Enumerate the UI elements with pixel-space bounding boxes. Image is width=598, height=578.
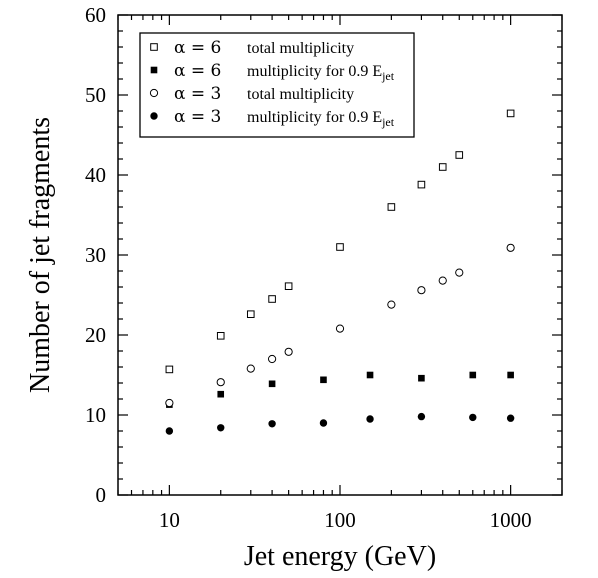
data-point-series-4 xyxy=(217,424,225,432)
y-tick-label: 20 xyxy=(85,323,106,347)
data-point-series-1 xyxy=(336,243,344,251)
data-point-series-3 xyxy=(284,347,293,356)
data-point-series-3 xyxy=(387,300,396,309)
data-point-series-3 xyxy=(216,378,225,387)
y-tick-label: 50 xyxy=(85,83,106,107)
data-point-series-2 xyxy=(418,374,425,382)
y-tick-label: 30 xyxy=(85,243,106,267)
data-point-series-4 xyxy=(319,419,328,427)
legend-label-3: total multiplicity xyxy=(247,86,354,103)
legend-param-3: α = 3 xyxy=(174,84,221,104)
data-point-series-2 xyxy=(320,376,327,384)
legend-label-1: total multiplicity xyxy=(247,40,354,57)
data-point-series-1 xyxy=(268,295,276,303)
legend-label-2: multiplicity for 0.9 Ejet xyxy=(247,63,395,83)
x-tick-label: 100 xyxy=(324,508,356,532)
y-tick-label: 60 xyxy=(85,3,106,27)
data-point-series-4 xyxy=(469,413,477,422)
data-point-series-4 xyxy=(268,420,276,428)
y-tick-label: 40 xyxy=(85,163,106,187)
data-point-series-4 xyxy=(417,412,426,421)
data-point-series-4 xyxy=(366,415,374,423)
legend-label-4: multiplicity for 0.9 Ejet xyxy=(247,109,395,129)
data-point-series-3 xyxy=(335,324,345,333)
legend-marker-2 xyxy=(150,66,158,74)
data-point-series-2 xyxy=(469,371,477,379)
data-point-series-3 xyxy=(165,398,174,408)
legend-box xyxy=(139,32,415,138)
data-point-series-3 xyxy=(455,268,464,277)
data-point-series-1 xyxy=(417,180,426,189)
y-axis-title: Number of jet fragments xyxy=(25,117,56,393)
y-tick-label: 10 xyxy=(85,403,106,427)
data-point-series-3 xyxy=(246,364,255,373)
data-point-series-1 xyxy=(165,365,174,374)
data-point-series-3 xyxy=(417,286,426,295)
legend-subscript: jet xyxy=(381,69,395,83)
legend-marker-1 xyxy=(150,43,158,51)
data-point-series-3 xyxy=(267,354,277,364)
data-point-series-2 xyxy=(507,371,514,379)
legend: α = 6 total multiplicity α = 6 multiplicity… xyxy=(149,38,395,129)
legend-subscript: jet xyxy=(381,115,395,129)
data-point-series-1 xyxy=(455,151,464,159)
data-point-series-4 xyxy=(165,427,174,435)
tick-labels: 0 10 20 30 40 50 60 10 100 1000 xyxy=(85,3,532,532)
legend-marker-3 xyxy=(149,88,159,98)
legend-param-1: α = 6 xyxy=(174,38,221,58)
data-point-series-2 xyxy=(366,371,374,379)
axis-ticks xyxy=(117,14,563,496)
data-point-series-1 xyxy=(246,310,255,318)
x-tick-label: 10 xyxy=(159,508,180,532)
data-point-series-4 xyxy=(506,414,515,422)
data-point-series-1 xyxy=(438,163,447,171)
data-point-series-2 xyxy=(217,390,225,398)
x-axis-title: Jet energy (GeV) xyxy=(244,541,436,572)
legend-marker-4 xyxy=(150,112,158,120)
data-point-series-1 xyxy=(387,203,396,211)
data-point-series-1 xyxy=(506,109,515,118)
y-tick-label: 0 xyxy=(96,483,107,507)
legend-param-2: α = 6 xyxy=(174,61,221,81)
data-point-series-1 xyxy=(216,332,225,340)
data-points xyxy=(165,109,515,435)
data-point-series-2 xyxy=(268,380,276,388)
data-point-series-1 xyxy=(284,282,293,290)
data-point-series-3 xyxy=(438,276,447,285)
x-tick-label: 1000 xyxy=(490,508,532,532)
legend-param-4: α = 3 xyxy=(174,107,221,127)
data-point-series-3 xyxy=(506,243,515,252)
